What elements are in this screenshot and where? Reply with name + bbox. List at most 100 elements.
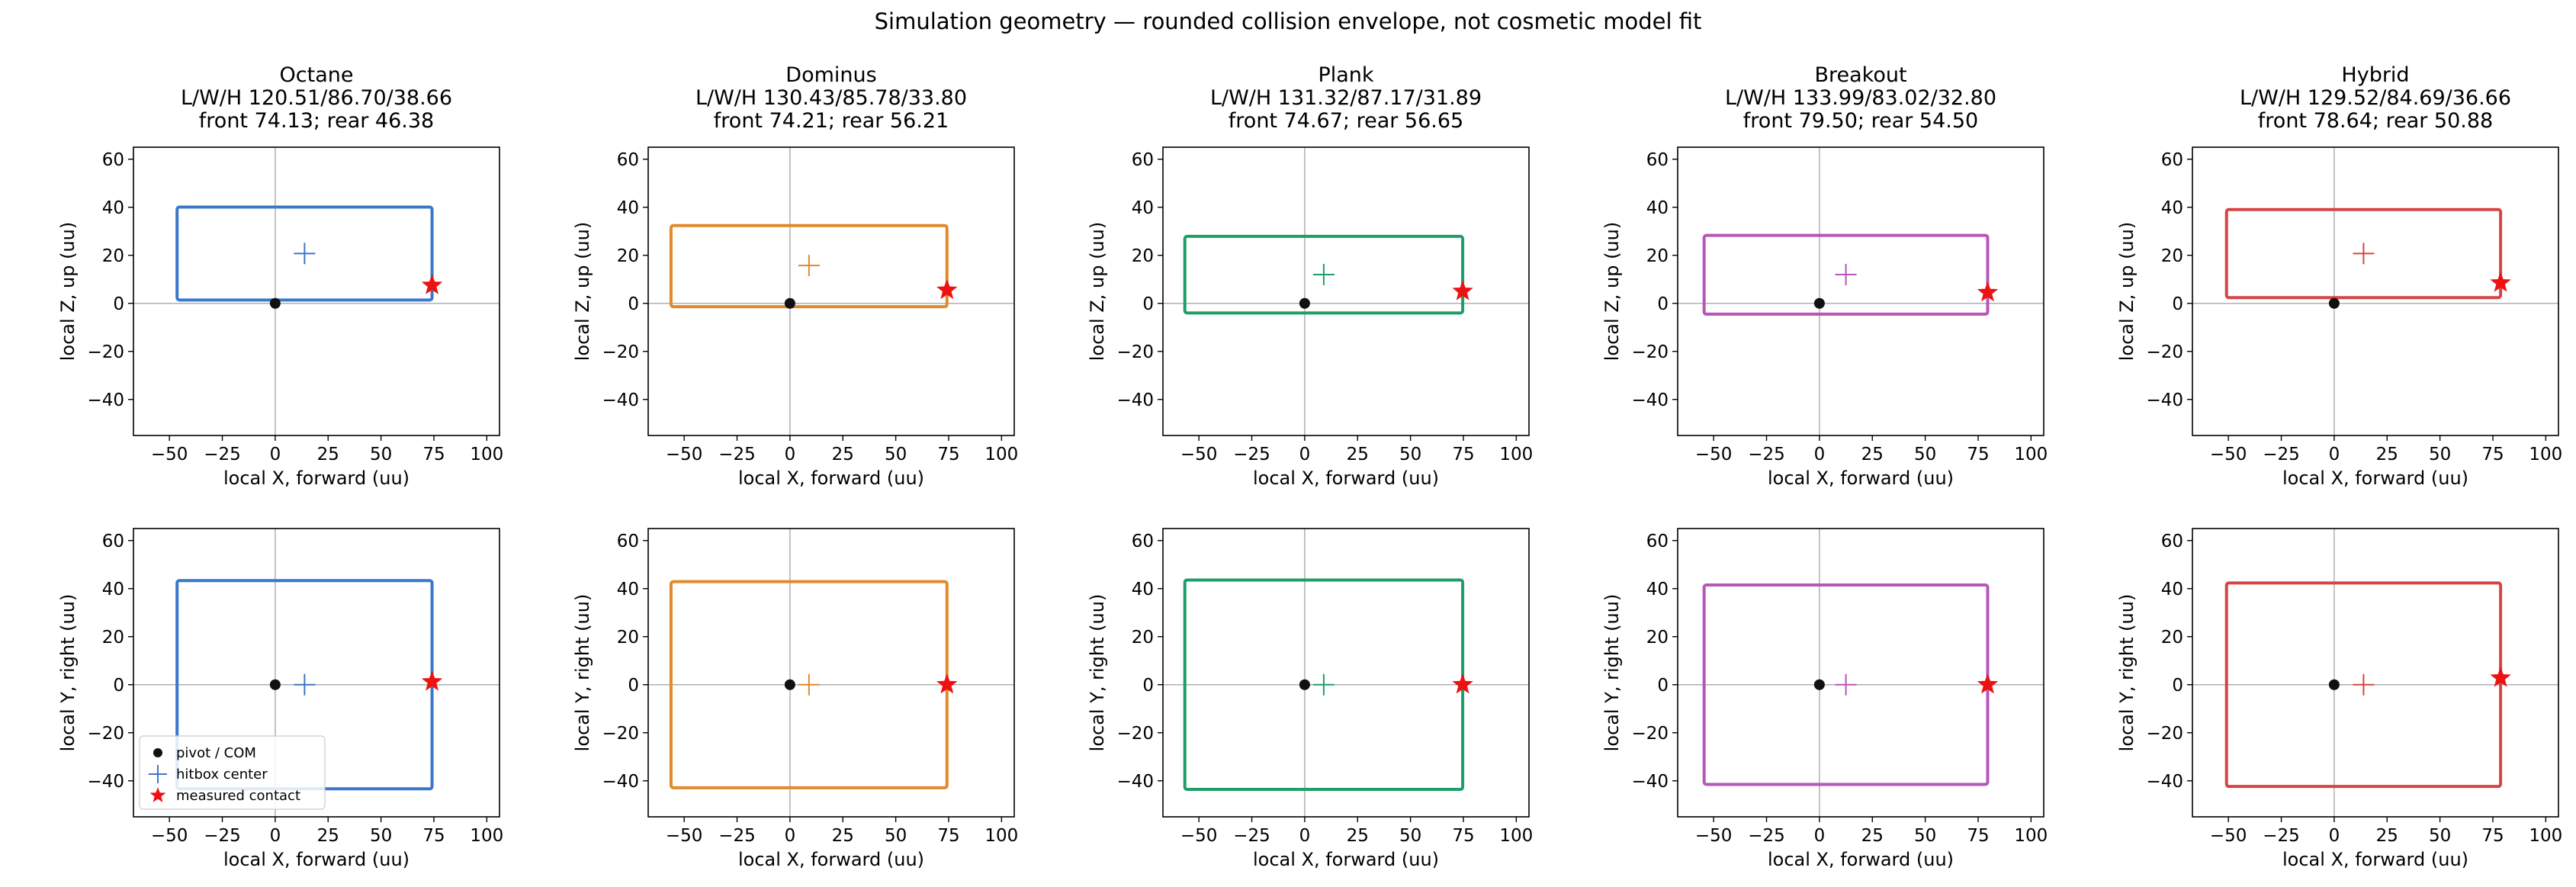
hitbox-center-marker bbox=[1312, 263, 1335, 285]
x-tick-label: 75 bbox=[422, 826, 445, 846]
y-tick-label: −20 bbox=[87, 724, 124, 744]
x-tick-label: 25 bbox=[1861, 445, 1884, 464]
x-tick-label: −50 bbox=[1180, 445, 1218, 464]
x-tick-label: 75 bbox=[2481, 826, 2504, 846]
y-tick-label: −20 bbox=[1631, 342, 1669, 362]
panel-title-line: Breakout bbox=[1814, 63, 1906, 87]
y-tick-label: 60 bbox=[1132, 150, 1154, 170]
hitbox-outline bbox=[1702, 233, 1990, 316]
x-tick-label: 0 bbox=[1299, 445, 1311, 464]
y-tick-label: 60 bbox=[2161, 150, 2183, 170]
x-tick-label: 100 bbox=[2014, 826, 2048, 846]
contact-star-marker bbox=[1977, 281, 1999, 302]
y-tick-label: 0 bbox=[1142, 294, 1154, 314]
y-tick-label: 40 bbox=[1646, 198, 1669, 218]
y-tick-label: 40 bbox=[102, 198, 124, 218]
x-tick-label: 100 bbox=[984, 445, 1018, 464]
x-tick-label: −50 bbox=[666, 445, 703, 464]
x-tick-label: 100 bbox=[470, 826, 503, 846]
pivot-marker bbox=[1813, 679, 1825, 690]
panel-title-line: L/W/H 130.43/85.78/33.80 bbox=[695, 86, 967, 110]
hitbox-center-marker bbox=[1312, 673, 1335, 696]
y-tick-label: −40 bbox=[602, 390, 639, 410]
x-tick-label: −25 bbox=[1748, 826, 1785, 846]
x-axis-label: local X, forward (uu) bbox=[1253, 849, 1439, 870]
axes-frame bbox=[2192, 146, 2559, 436]
x-tick-label: −50 bbox=[151, 445, 188, 464]
y-tick-label: 40 bbox=[617, 580, 639, 599]
x-tick-label: 0 bbox=[785, 826, 796, 846]
contact-star-marker bbox=[421, 670, 443, 691]
pivot-marker bbox=[1299, 679, 1310, 690]
x-tick-label: −50 bbox=[666, 826, 703, 846]
y-axis-label: local Z, up (uu) bbox=[572, 222, 593, 361]
panel-octane-side-view: −50 −25 0 25 50 75 100 −40 −20 0 20 40 60 local X, fo… bbox=[57, 146, 503, 489]
y-tick-label: 40 bbox=[1132, 198, 1154, 218]
contact-star-marker bbox=[1977, 673, 1999, 694]
x-tick-label: 100 bbox=[984, 826, 1018, 846]
y-tick-label: 60 bbox=[617, 532, 639, 551]
y-axis-label: local Y, right (uu) bbox=[1087, 594, 1108, 752]
y-tick-label: −20 bbox=[602, 342, 639, 362]
x-axis-label: local X, forward (uu) bbox=[1768, 849, 1954, 870]
y-tick-label: 20 bbox=[1646, 246, 1669, 266]
axes-frame bbox=[2192, 528, 2559, 818]
x-tick-label: −25 bbox=[718, 445, 756, 464]
y-tick-label: 0 bbox=[628, 294, 639, 314]
pivot-marker bbox=[2328, 297, 2340, 309]
panel-plank-side-view: −50 −25 0 25 50 75 100 −40 −20 0 20 40 60 local X, fo… bbox=[1087, 146, 1533, 489]
x-axis-label: local X, forward (uu) bbox=[2282, 468, 2468, 489]
y-tick-label: 60 bbox=[2161, 532, 2183, 551]
legend-pivot-marker bbox=[153, 748, 162, 757]
x-tick-label: 0 bbox=[2329, 826, 2340, 846]
x-tick-label: 50 bbox=[885, 445, 907, 464]
x-tick-label: 0 bbox=[270, 445, 281, 464]
legend-contact-marker bbox=[149, 787, 166, 802]
y-tick-label: −40 bbox=[602, 772, 639, 792]
x-tick-label: −50 bbox=[2210, 445, 2247, 464]
legend-hitbox-marker bbox=[149, 765, 167, 783]
x-tick-label: 50 bbox=[1399, 445, 1421, 464]
x-tick-label: 100 bbox=[1499, 826, 1533, 846]
pivot-marker bbox=[2328, 679, 2340, 690]
y-tick-label: 20 bbox=[2161, 628, 2183, 648]
hitbox-center-marker bbox=[1835, 263, 1857, 285]
x-tick-label: −50 bbox=[1180, 826, 1218, 846]
axes-frame bbox=[1677, 528, 2044, 818]
x-tick-label: 0 bbox=[1814, 445, 1826, 464]
figure-suptitle: Simulation geometry — rounded collision … bbox=[875, 8, 1702, 34]
panel-title-line: front 74.13; rear 46.38 bbox=[199, 109, 434, 133]
x-tick-label: 0 bbox=[2329, 445, 2340, 464]
x-tick-label: 50 bbox=[370, 826, 392, 846]
x-tick-label: 25 bbox=[832, 445, 854, 464]
y-tick-label: −20 bbox=[1116, 724, 1154, 744]
x-tick-label: 0 bbox=[1814, 826, 1826, 846]
y-axis-label: local Y, right (uu) bbox=[57, 594, 79, 752]
x-tick-label: 100 bbox=[2529, 826, 2562, 846]
x-tick-label: 50 bbox=[2429, 445, 2451, 464]
x-tick-label: 75 bbox=[2481, 445, 2504, 464]
hitbox-center-marker bbox=[2353, 243, 2375, 265]
hitbox-center-marker bbox=[294, 243, 316, 265]
y-tick-label: 40 bbox=[1132, 580, 1154, 599]
panel-title-line: front 74.21; rear 56.21 bbox=[714, 109, 949, 133]
x-axis-label: local X, forward (uu) bbox=[223, 849, 410, 870]
pivot-marker bbox=[269, 297, 281, 309]
panel-breakout-top-view: −50 −25 0 25 50 75 100 −40 −20 0 20 40 60 local X, fo… bbox=[1601, 528, 2048, 870]
x-tick-label: −25 bbox=[2263, 445, 2300, 464]
y-tick-label: −20 bbox=[1116, 342, 1154, 362]
x-tick-label: 25 bbox=[317, 826, 339, 846]
y-tick-label: −40 bbox=[1631, 772, 1669, 792]
x-tick-label: −50 bbox=[1695, 445, 1733, 464]
x-tick-label: −25 bbox=[718, 826, 756, 846]
y-tick-label: 0 bbox=[2172, 676, 2183, 696]
y-tick-label: 40 bbox=[2161, 580, 2183, 599]
x-tick-label: 25 bbox=[832, 826, 854, 846]
hitbox-center-marker bbox=[2353, 673, 2375, 696]
y-tick-label: 20 bbox=[1132, 246, 1154, 266]
y-tick-label: 20 bbox=[1132, 628, 1154, 648]
contact-star-marker bbox=[936, 279, 958, 300]
y-tick-label: 40 bbox=[1646, 580, 1669, 599]
x-tick-label: −50 bbox=[151, 826, 188, 846]
